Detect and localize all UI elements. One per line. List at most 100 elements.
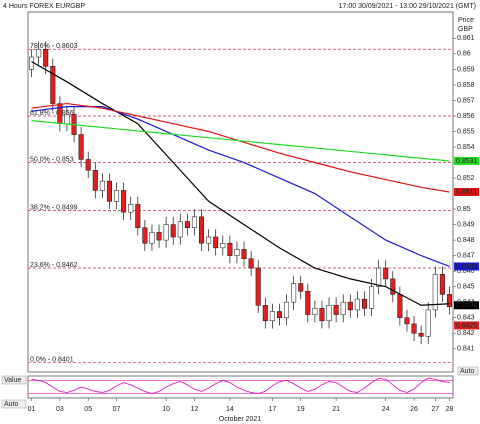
candle-body: [184, 221, 190, 228]
candle-body: [191, 216, 197, 228]
candle-body: [57, 103, 63, 124]
y-tick-label: 0.856: [457, 113, 475, 120]
x-tick-label: 28: [446, 406, 454, 413]
candle-body: [390, 278, 396, 295]
auto-button[interactable]: [457, 366, 479, 376]
candle-body: [156, 232, 162, 241]
candle-body: [64, 114, 70, 124]
fib-label: 0.0% - 0.8401: [30, 357, 74, 364]
candle-body: [397, 294, 403, 318]
moving-average: [31, 61, 450, 306]
candle-body: [92, 170, 98, 191]
y-tick-label: 0.858: [457, 82, 475, 89]
candle-body: [383, 267, 389, 280]
candle-body: [50, 66, 56, 104]
candle-body: [241, 249, 247, 259]
candle-body: [248, 258, 254, 269]
y-tick-label: 0.86: [457, 51, 471, 58]
candle-body: [361, 298, 367, 309]
candle-body: [114, 190, 120, 202]
y-tick-label: 0.854: [457, 144, 475, 151]
x-tick-label: 17: [268, 406, 276, 413]
candle-body: [99, 180, 105, 191]
price-tag: [454, 301, 479, 310]
candle-body: [85, 159, 91, 171]
candle-body: [305, 291, 311, 315]
x-tick-label: 05: [84, 406, 92, 413]
fib-label: 38.2% - 0.8499: [30, 204, 78, 211]
candle-body: [439, 273, 445, 295]
price-tag-label: 0.8438: [456, 302, 478, 309]
candle-body: [347, 301, 353, 311]
x-tick-label: 14: [226, 406, 234, 413]
price-tag-label: 0.8511: [456, 189, 477, 196]
y-tick-label: 0.843: [457, 315, 475, 322]
auto-button[interactable]: [1, 399, 27, 409]
x-tick-label: 10: [162, 406, 170, 413]
x-tick-label: 07: [113, 406, 121, 413]
candle-body: [333, 305, 339, 315]
y-tick-label: 0.85: [457, 206, 471, 213]
price-tag-label: 0.8531: [456, 158, 478, 165]
candle-body: [36, 48, 42, 58]
candle-body: [149, 232, 155, 244]
candle-body: [425, 309, 431, 337]
y-tick-label: 0.855: [457, 128, 475, 135]
x-tick-label: 24: [382, 406, 390, 413]
price-tag: [454, 262, 479, 271]
fib-label: 50.0% - 0.853: [30, 156, 74, 163]
candle-body: [234, 249, 240, 256]
candle-body: [142, 227, 148, 244]
auto-label[interactable]: Auto: [460, 368, 475, 375]
oscillator-label: Value: [4, 377, 21, 384]
candle-body: [255, 267, 261, 306]
candle-body: [220, 242, 226, 249]
candle-body: [213, 236, 219, 249]
chart-subtitle: 17:00 30/09/2021 - 13:00 29/10/2021 (GMT…: [339, 3, 476, 10]
x-tick-label: 19: [297, 406, 305, 413]
y-tick-label: 0.841: [457, 346, 475, 353]
y-tick-label: 0.846: [457, 268, 475, 275]
y-tick-label: 0.849: [457, 221, 475, 228]
moving-average: [31, 102, 450, 193]
candle-body: [446, 294, 452, 308]
candle-body: [106, 180, 112, 202]
auto-label[interactable]: Auto: [4, 401, 19, 408]
y-tick-label: 0.842: [457, 330, 475, 337]
candle-body: [163, 224, 169, 241]
moving-average: [31, 106, 450, 268]
fib-label: 78.6% - 0.8603: [30, 43, 78, 50]
y-tick-label: 0.859: [457, 66, 475, 73]
x-tick-label: 21: [332, 406, 340, 413]
candle-body: [298, 283, 304, 292]
candle-body: [177, 221, 183, 238]
candle-body: [432, 273, 438, 311]
fib-label: 23.6% - 0.8462: [30, 262, 78, 269]
x-tick-label: 03: [56, 406, 64, 413]
y-axis-unit: GBP: [458, 26, 473, 33]
price-tag: [454, 156, 479, 165]
candle-body: [340, 301, 346, 315]
candle-body: [319, 308, 325, 322]
x-tick-label: 12: [191, 406, 199, 413]
candle-body: [326, 305, 332, 322]
candle-body: [170, 224, 176, 238]
value-box: [1, 375, 27, 385]
fib-label: 61.8% - 0.856: [30, 110, 74, 117]
price-tag: [454, 188, 479, 196]
candle-body: [404, 317, 410, 325]
candle-body: [376, 267, 382, 287]
x-tick-label: 01: [28, 406, 36, 413]
price-tag-label: 0.8425: [456, 322, 478, 329]
candle-body: [411, 323, 417, 334]
chart-title: 4 Hours FOREX EURGBP: [3, 3, 85, 10]
candle-body: [284, 301, 290, 318]
candle-body: [78, 134, 84, 160]
candle-body: [276, 311, 282, 318]
y-tick-label: 0.845: [457, 283, 475, 290]
candle-body: [128, 204, 134, 213]
candle-body: [206, 236, 212, 244]
oscillator-frame: [27, 375, 454, 399]
candle-body: [199, 216, 205, 244]
